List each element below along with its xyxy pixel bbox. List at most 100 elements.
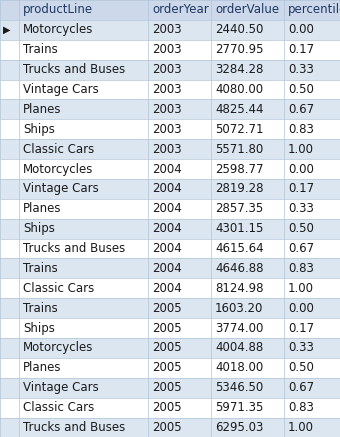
Text: 0.67: 0.67 — [288, 103, 314, 116]
Text: 1.00: 1.00 — [288, 421, 314, 434]
Text: 8124.98: 8124.98 — [215, 282, 264, 295]
Text: Vintage Cars: Vintage Cars — [23, 381, 99, 394]
Text: 4004.88: 4004.88 — [215, 341, 263, 354]
Text: Motorcycles: Motorcycles — [23, 341, 93, 354]
Text: 0.17: 0.17 — [288, 182, 314, 195]
Text: 2003: 2003 — [152, 83, 182, 96]
Bar — [0, 20, 340, 40]
Text: 2003: 2003 — [152, 63, 182, 76]
Text: ▶: ▶ — [3, 25, 11, 35]
Bar — [0, 378, 340, 398]
Bar — [0, 100, 340, 119]
Text: Ships: Ships — [23, 123, 55, 136]
Text: 1.00: 1.00 — [288, 282, 314, 295]
Text: 0.33: 0.33 — [288, 63, 314, 76]
Text: 2003: 2003 — [152, 43, 182, 56]
Text: 0.17: 0.17 — [288, 43, 314, 56]
Text: 6295.03: 6295.03 — [215, 421, 263, 434]
Text: 5571.80: 5571.80 — [215, 142, 263, 156]
Text: 2440.50: 2440.50 — [215, 23, 263, 36]
Text: 2819.28: 2819.28 — [215, 182, 264, 195]
Text: 2004: 2004 — [152, 163, 182, 176]
Text: 2004: 2004 — [152, 282, 182, 295]
Text: Planes: Planes — [23, 202, 61, 215]
Text: 2005: 2005 — [152, 322, 182, 335]
Text: 4615.64: 4615.64 — [215, 242, 264, 255]
Text: Planes: Planes — [23, 103, 61, 116]
Text: 0.50: 0.50 — [288, 361, 314, 375]
Text: 0.67: 0.67 — [288, 381, 314, 394]
Text: 0.83: 0.83 — [288, 401, 314, 414]
Text: 0.33: 0.33 — [288, 202, 314, 215]
Text: 2004: 2004 — [152, 262, 182, 275]
Text: orderYear: orderYear — [152, 3, 209, 17]
Bar — [0, 298, 340, 318]
Text: 0.00: 0.00 — [288, 23, 314, 36]
Text: Trucks and Buses: Trucks and Buses — [23, 242, 125, 255]
Text: 2003: 2003 — [152, 142, 182, 156]
Bar — [0, 139, 340, 159]
Text: 4301.15: 4301.15 — [215, 222, 263, 235]
Text: 1603.20: 1603.20 — [215, 302, 263, 315]
Text: 4018.00: 4018.00 — [215, 361, 263, 375]
Text: 0.17: 0.17 — [288, 322, 314, 335]
Text: 2004: 2004 — [152, 182, 182, 195]
Text: 2857.35: 2857.35 — [215, 202, 263, 215]
Text: Ships: Ships — [23, 322, 55, 335]
Text: Trucks and Buses: Trucks and Buses — [23, 421, 125, 434]
Text: Classic Cars: Classic Cars — [23, 401, 94, 414]
Text: 2598.77: 2598.77 — [215, 163, 264, 176]
Text: Vintage Cars: Vintage Cars — [23, 182, 99, 195]
Text: Trucks and Buses: Trucks and Buses — [23, 63, 125, 76]
Text: 2004: 2004 — [152, 202, 182, 215]
Text: 2005: 2005 — [152, 361, 182, 375]
Text: 2005: 2005 — [152, 421, 182, 434]
Text: 0.33: 0.33 — [288, 341, 314, 354]
Bar — [0, 159, 340, 179]
Text: 2005: 2005 — [152, 302, 182, 315]
Bar — [0, 119, 340, 139]
Bar — [0, 418, 340, 437]
Text: orderValue: orderValue — [215, 3, 279, 17]
Text: Classic Cars: Classic Cars — [23, 282, 94, 295]
Bar — [0, 80, 340, 99]
Text: 0.50: 0.50 — [288, 222, 314, 235]
Text: Ships: Ships — [23, 222, 55, 235]
Text: productLine: productLine — [23, 3, 93, 17]
Text: 5346.50: 5346.50 — [215, 381, 263, 394]
Text: percentile_rank: percentile_rank — [288, 3, 340, 17]
Text: 0.67: 0.67 — [288, 242, 314, 255]
Bar — [0, 398, 340, 417]
Bar — [0, 40, 340, 59]
Text: 4080.00: 4080.00 — [215, 83, 263, 96]
Text: 2004: 2004 — [152, 222, 182, 235]
Text: 3284.28: 3284.28 — [215, 63, 263, 76]
Text: Motorcycles: Motorcycles — [23, 23, 93, 36]
Bar — [0, 179, 340, 199]
Text: Trains: Trains — [23, 43, 57, 56]
Text: 2005: 2005 — [152, 401, 182, 414]
Text: 2770.95: 2770.95 — [215, 43, 264, 56]
Text: Vintage Cars: Vintage Cars — [23, 83, 99, 96]
Bar — [0, 199, 340, 218]
Text: 0.83: 0.83 — [288, 123, 314, 136]
Text: Planes: Planes — [23, 361, 61, 375]
Text: 2004: 2004 — [152, 242, 182, 255]
Text: 4646.88: 4646.88 — [215, 262, 264, 275]
Text: 0.00: 0.00 — [288, 163, 314, 176]
Bar — [0, 259, 340, 278]
Bar — [0, 239, 340, 259]
Text: Classic Cars: Classic Cars — [23, 142, 94, 156]
Text: 2005: 2005 — [152, 381, 182, 394]
Bar — [0, 0, 340, 20]
Text: 0.50: 0.50 — [288, 83, 314, 96]
Bar — [0, 358, 340, 378]
Text: 2003: 2003 — [152, 23, 182, 36]
Text: 0.00: 0.00 — [288, 302, 314, 315]
Text: Trains: Trains — [23, 262, 57, 275]
Bar — [0, 218, 340, 239]
Text: 2003: 2003 — [152, 123, 182, 136]
Text: 5971.35: 5971.35 — [215, 401, 263, 414]
Text: 4825.44: 4825.44 — [215, 103, 264, 116]
Bar — [0, 278, 340, 298]
